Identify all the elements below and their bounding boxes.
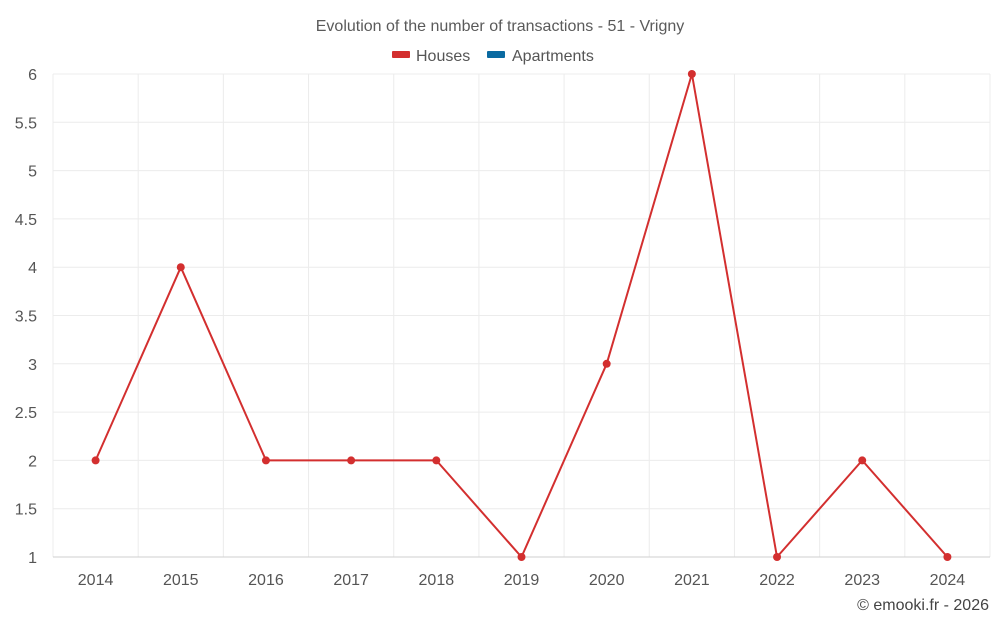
data-point-houses[interactable] (602, 359, 611, 368)
x-tick-label: 2015 (163, 572, 199, 589)
data-point-houses[interactable] (517, 553, 526, 561)
data-point-houses[interactable] (176, 263, 185, 272)
grid (52, 73, 991, 558)
data-point-houses[interactable] (91, 456, 100, 465)
y-tick-label: 1.5 (15, 502, 37, 519)
y-tick-label: 5 (28, 164, 37, 181)
x-tick-label: 2018 (419, 572, 455, 589)
data-point-houses[interactable] (347, 456, 356, 465)
x-tick-label: 2017 (333, 572, 369, 589)
y-tick-label: 6 (28, 67, 37, 84)
legend-item-apartments[interactable]: Apartments (487, 48, 594, 65)
y-tick-label: 3.5 (15, 309, 37, 326)
x-axis-ticks: 2014 2015 2016 2017 2018 2019 2020 2021 2022 2023… (78, 572, 966, 589)
x-tick-label: 2014 (78, 572, 114, 589)
x-tick-label: 2022 (759, 572, 795, 589)
series-houses (91, 70, 952, 561)
legend-label-houses: Houses (416, 48, 470, 65)
chart-title: Evolution of the number of transactions … (316, 18, 684, 35)
y-tick-label: 1 (28, 550, 37, 567)
legend: Houses Apartments (392, 48, 594, 65)
data-point-houses[interactable] (261, 456, 270, 465)
legend-label-apartments: Apartments (512, 48, 594, 65)
y-tick-label: 2.5 (15, 405, 37, 422)
x-tick-label: 2019 (504, 572, 540, 589)
x-tick-label: 2021 (674, 572, 710, 589)
y-tick-label: 3 (28, 357, 37, 374)
data-point-houses[interactable] (943, 553, 952, 561)
data-point-houses[interactable] (687, 70, 696, 78)
x-tick-label: 2020 (589, 572, 625, 589)
y-axis-ticks: 1 1.5 2 2.5 3 3.5 4 4.5 5 5.5 6 (15, 67, 37, 567)
x-tick-label: 2023 (844, 572, 880, 589)
data-point-houses[interactable] (858, 456, 867, 465)
x-tick-label: 2024 (930, 572, 966, 589)
y-tick-label: 2 (28, 453, 37, 470)
legend-swatch-houses (392, 51, 410, 58)
legend-item-houses[interactable]: Houses (392, 48, 470, 65)
credit-text: © emooki.fr - 2026 (857, 597, 989, 614)
y-tick-label: 4.5 (15, 212, 37, 229)
legend-swatch-apartments (487, 51, 505, 58)
y-tick-label: 5.5 (15, 115, 37, 132)
data-point-houses[interactable] (773, 553, 782, 561)
x-tick-label: 2016 (248, 572, 284, 589)
data-point-houses[interactable] (432, 456, 441, 465)
y-tick-label: 4 (28, 260, 37, 277)
